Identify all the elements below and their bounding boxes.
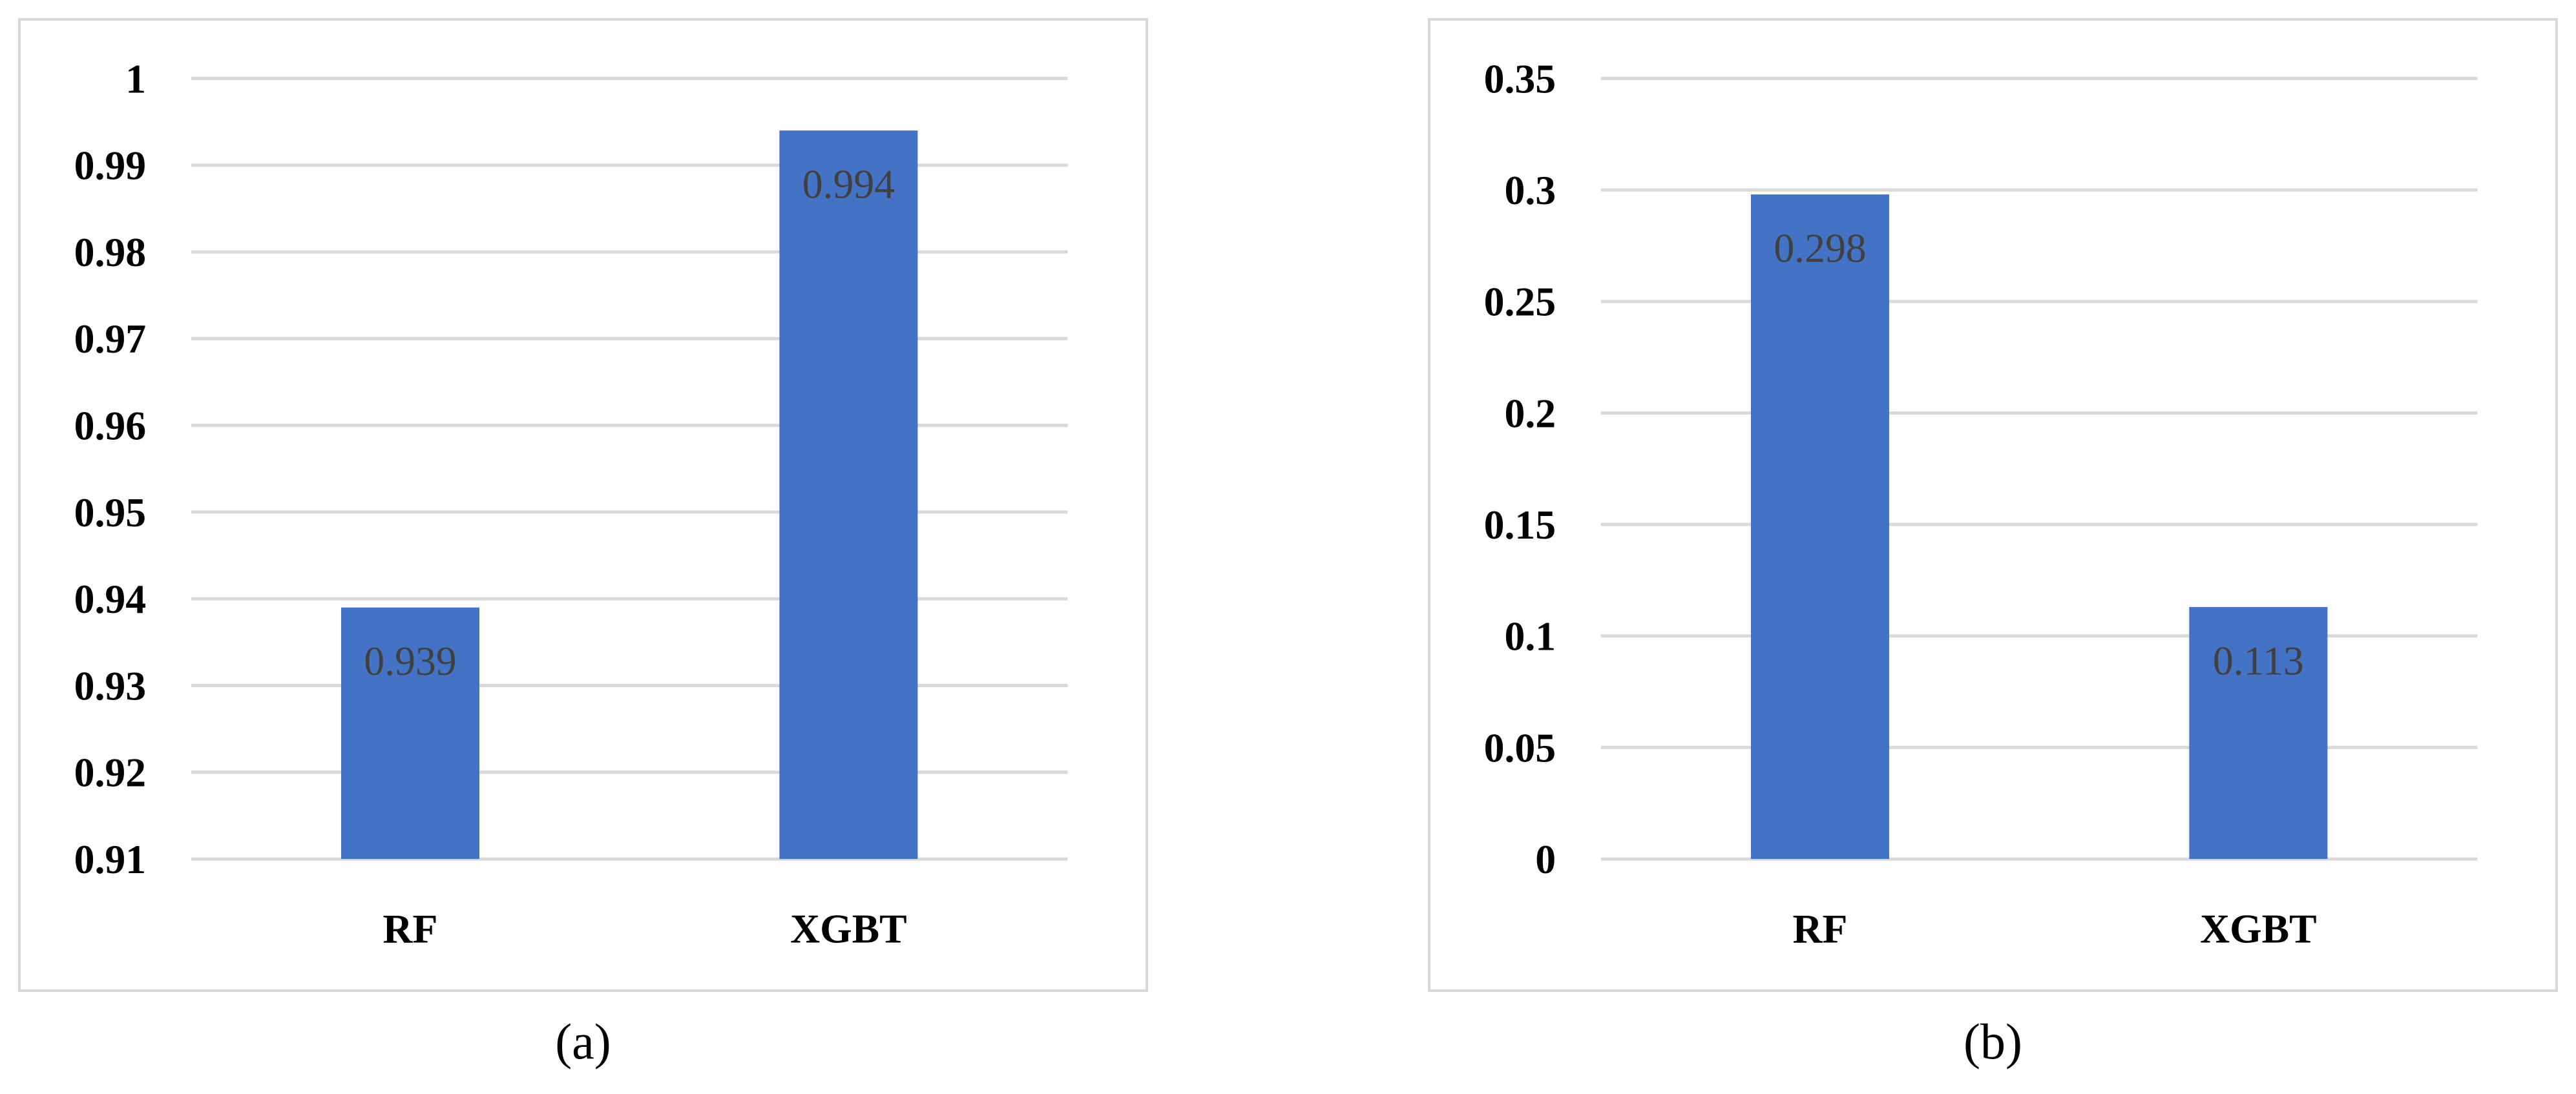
- chart-b-y-tick-label: 0.05: [1484, 725, 1556, 770]
- chart-b-y-tick-label: 0.25: [1484, 279, 1556, 325]
- chart-a-bar-rf: [340, 607, 479, 860]
- chart-a-y-tick-label: 0.93: [74, 663, 146, 708]
- chart-b-data-label: 0.298: [1774, 225, 1866, 271]
- chart-a-data-label: 0.939: [364, 638, 456, 684]
- chart-panel-a: 0.91 0.92 0.93 0.94 0.95 0.96 0.97 0.98 0.99 1 0.9…: [18, 18, 1148, 992]
- chart-a-category-label: XGBT: [790, 905, 907, 951]
- chart-a-bar-xgbt: [779, 130, 918, 860]
- caption-b: (b): [1428, 1013, 2558, 1071]
- chart-b-y-tick-label: 0.1: [1504, 614, 1556, 659]
- chart-a-data-label: 0.994: [802, 161, 895, 207]
- chart-b-y-tick-label: 0.2: [1504, 390, 1556, 436]
- chart-b-svg: 0 0.05 0.1 0.15 0.2 0.25 0.3 0.35 0.298 RF 0.113 XG…: [1484, 56, 2478, 951]
- caption-b-text: (b): [1963, 1013, 2022, 1069]
- chart-b-bar-xgbt: [2189, 606, 2328, 860]
- chart-a-y-tick-label: 0.91: [74, 836, 146, 882]
- chart-a-y-tick-label: 0.98: [74, 229, 146, 275]
- chart-a-y-tick-label: 0.97: [74, 316, 146, 362]
- chart-b-y-tick-label: 0.3: [1504, 167, 1556, 213]
- chart-a-y-tick-label: 0.92: [74, 750, 146, 796]
- chart-b-category-label: XGBT: [2200, 905, 2317, 951]
- caption-a-text: (a): [555, 1013, 611, 1069]
- chart-b-y-tick-label: 0: [1535, 836, 1556, 882]
- chart-b-y-tick-label: 0.15: [1484, 502, 1556, 548]
- caption-a: (a): [18, 1013, 1148, 1071]
- chart-a-svg: 0.91 0.92 0.93 0.94 0.95 0.96 0.97 0.98 0.99 1 0.9…: [74, 56, 1068, 951]
- chart-a-y-tick-label: 0.95: [74, 490, 146, 535]
- chart-a-y-tick-label: 0.94: [74, 576, 146, 622]
- chart-a-y-tick-label: 1: [125, 56, 146, 101]
- chart-a-y-tick-label: 0.96: [74, 403, 146, 449]
- chart-panel-b: 0 0.05 0.1 0.15 0.2 0.25 0.3 0.35 0.298 RF 0.113 XG…: [1428, 18, 2558, 992]
- chart-b-bar-rf: [1750, 194, 1889, 860]
- chart-b-y-tick-label: 0.35: [1484, 56, 1556, 101]
- chart-b-category-label: RF: [1793, 905, 1848, 951]
- chart-b-data-label: 0.113: [2213, 637, 2304, 683]
- chart-a-y-tick-label: 0.99: [74, 143, 146, 189]
- chart-a-category-label: RF: [383, 905, 438, 951]
